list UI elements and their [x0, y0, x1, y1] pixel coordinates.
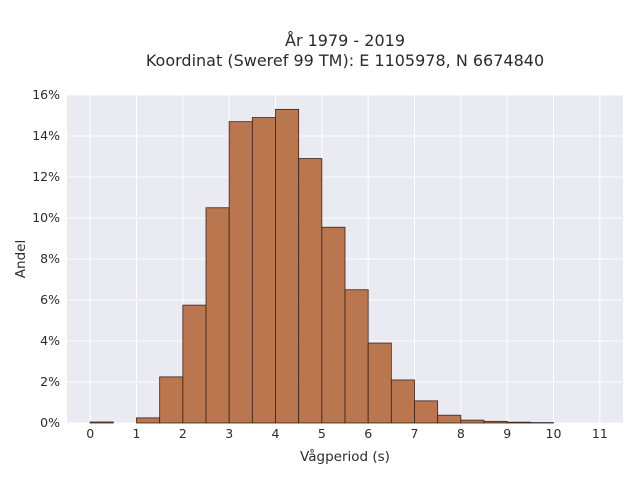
- histogram-bar-6: [228, 121, 253, 424]
- x-tick-label-9: 9: [503, 426, 511, 441]
- x-tick-label-4: 4: [272, 426, 280, 441]
- x-axis-label: Vågperiod (s): [300, 448, 390, 465]
- y-axis-ticks: 0% 2% 4% 6% 8% 10% 12% 14% 16%: [32, 87, 60, 430]
- y-tick-label-0: 0%: [40, 415, 60, 430]
- x-tick-label-7: 7: [411, 426, 419, 441]
- histogram-bar-14: [414, 400, 439, 424]
- y-axis-label: Andel: [13, 240, 29, 278]
- histogram-bar-16: [460, 419, 485, 424]
- y-tick-label-1: 2%: [40, 374, 60, 389]
- y-tick-label-2: 4%: [40, 333, 60, 348]
- histogram-bar-10: [321, 226, 346, 424]
- x-tick-label-11: 11: [592, 426, 608, 441]
- x-axis-ticks: 0 1 2 3 4 5 6 7 8 9 10 11: [86, 426, 608, 441]
- x-tick-label-3: 3: [225, 426, 233, 441]
- histogram-bar-18: [506, 421, 531, 424]
- histogram-bar-5: [205, 207, 230, 424]
- y-tick-label-6: 12%: [32, 169, 60, 184]
- histogram-bar-3: [159, 376, 184, 424]
- histogram-bar-17: [483, 420, 508, 424]
- histogram-bar-7: [251, 117, 276, 424]
- x-tick-label-1: 1: [133, 426, 141, 441]
- y-tick-label-3: 6%: [40, 292, 60, 307]
- x-tick-label-8: 8: [457, 426, 465, 441]
- histogram-bar-9: [298, 158, 323, 424]
- histogram-bar-4: [182, 304, 207, 424]
- x-tick-label-10: 10: [546, 426, 562, 441]
- histogram-bar-0: [89, 421, 114, 424]
- y-tick-label-4: 8%: [40, 251, 60, 266]
- x-tick-label-6: 6: [364, 426, 372, 441]
- histogram-bar-8: [275, 108, 300, 424]
- histogram-bars: [89, 108, 554, 424]
- x-tick-label-0: 0: [86, 426, 94, 441]
- histogram-bar-15: [437, 414, 462, 424]
- histogram-bar-11: [344, 289, 369, 424]
- y-tick-label-8: 16%: [32, 87, 60, 102]
- histogram-bar-13: [390, 379, 415, 424]
- x-tick-label-5: 5: [318, 426, 326, 441]
- chart-title-line-1: År 1979 - 2019: [285, 31, 405, 50]
- histogram-bar-12: [367, 342, 392, 424]
- y-tick-label-7: 14%: [32, 128, 60, 143]
- histogram-bar-2: [136, 417, 161, 424]
- x-tick-label-2: 2: [179, 426, 187, 441]
- y-tick-label-5: 10%: [32, 210, 60, 225]
- chart-title-line-2: Koordinat (Sweref 99 TM): E 1105978, N 6…: [146, 51, 544, 70]
